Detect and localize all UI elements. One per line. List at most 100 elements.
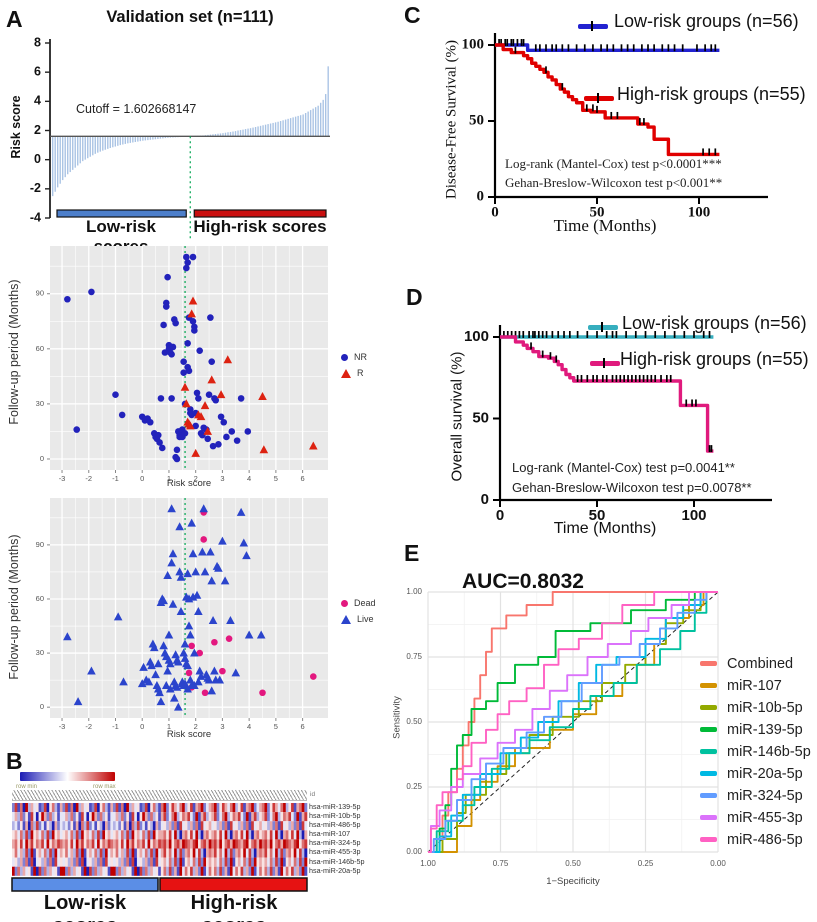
legend-dead-label: Dead	[354, 598, 376, 608]
scatter1-legend: NR R	[341, 352, 367, 384]
svg-text:0.50: 0.50	[565, 859, 581, 868]
roc-series-swatch-icon	[700, 837, 717, 842]
roc-series-swatch-icon	[700, 793, 717, 798]
svg-text:0: 0	[34, 152, 41, 166]
legend-live-label: Live	[357, 614, 374, 624]
roc-y-axis-title: Sensitivity	[391, 696, 403, 739]
svg-text:0: 0	[481, 491, 489, 508]
svg-text:-3: -3	[59, 722, 66, 731]
svg-text:1: 1	[167, 722, 171, 731]
km-dfs-y-axis-title: Disease-Free Survival (%)	[443, 39, 460, 200]
svg-text:50: 50	[469, 112, 484, 128]
svg-text:-3: -3	[59, 474, 66, 483]
roc-series-swatch-icon	[700, 683, 717, 688]
svg-text:100: 100	[462, 36, 485, 52]
heatmap-row-label: hsa-miR-324-5p	[309, 838, 361, 848]
km-dfs-high-legend: High-risk groups (n=55)	[617, 84, 806, 104]
svg-text:90: 90	[36, 540, 44, 549]
roc-legend-item: miR-20a-5p	[700, 765, 811, 782]
roc-auc-label: AUC=0.8032	[462, 570, 584, 593]
roc-legend: Combined miR-107 miR-10b-5p miR-139-5p miR-1…	[700, 656, 811, 848]
scatter2-y-axis-title: Follow-up period (Months)	[7, 534, 21, 680]
r-marker-icon	[341, 368, 351, 378]
roc-x-axis-title: 1−Specificity	[546, 876, 600, 887]
roc-legend-item: miR-10b-5p	[700, 699, 811, 716]
panel-b-label: B	[6, 748, 23, 774]
svg-text:60: 60	[36, 344, 44, 353]
svg-text:-1: -1	[112, 722, 119, 731]
roc-legend-item: miR-455-3p	[700, 809, 811, 826]
svg-text:50: 50	[589, 507, 606, 524]
km-dfs-x-axis-title: Time (Months)	[553, 216, 657, 235]
svg-text:0: 0	[491, 204, 499, 220]
svg-text:5: 5	[274, 474, 278, 483]
heatmap-id-label: id	[310, 791, 316, 798]
svg-text:-1: -1	[112, 474, 119, 483]
svg-text:0.00: 0.00	[710, 859, 726, 868]
heatmap-row-label: hsa-miR-486-5p	[309, 820, 361, 830]
waterfall-high-risk-label: High-risk scores	[193, 217, 327, 236]
km-os-y-axis-title: Overall survival (%)	[448, 351, 466, 482]
svg-text:-4: -4	[30, 210, 41, 224]
km-os-high-marker-icon	[590, 358, 620, 368]
svg-text:50: 50	[590, 204, 605, 220]
panel-a-label: A	[6, 6, 23, 32]
roc-series-label: miR-10b-5p	[727, 699, 803, 716]
roc-series-swatch-icon	[700, 705, 717, 710]
heatmap-sample-id-strip	[12, 790, 307, 801]
svg-text:1: 1	[167, 474, 171, 483]
roc-series-label: miR-455-3p	[727, 809, 803, 826]
heatmap-row-label: hsa-miR-10b-5p	[309, 811, 361, 821]
svg-text:0.75: 0.75	[406, 652, 422, 661]
km-os-x-axis-title: Time (Months)	[553, 520, 657, 537]
scatter1-x-axis-title: Risk score	[166, 478, 212, 489]
roc-series-label: miR-139-5p	[727, 721, 803, 738]
svg-text:4: 4	[34, 94, 41, 108]
roc-series-swatch-icon	[700, 661, 717, 666]
svg-text:4: 4	[247, 722, 251, 731]
roc-series-label: miR-486-5p	[727, 831, 803, 848]
svg-text:6: 6	[34, 64, 41, 78]
roc-series-swatch-icon	[700, 815, 717, 820]
km-os-chart: 0 50 100 0 50 100	[464, 325, 772, 524]
svg-text:8: 8	[34, 35, 41, 49]
km-os-low-legend: Low-risk groups (n=56)	[622, 313, 807, 333]
roc-series-label: miR-324-5p	[727, 787, 803, 804]
waterfall-chart: 8 6 4 2 0 -2 -4	[30, 35, 330, 239]
roc-chart: 1.00 1.00 0.75 0.75 0.50 0.50 0.25 0.25 0.00 0.00	[406, 587, 726, 868]
svg-text:6: 6	[301, 474, 305, 483]
live-marker-icon	[341, 614, 351, 624]
panel-e-label: E	[404, 540, 420, 566]
svg-text:1.00: 1.00	[420, 859, 436, 868]
svg-text:60: 60	[36, 594, 44, 603]
km-dfs-low-legend: Low-risk groups (n=56)	[614, 11, 799, 31]
svg-text:6: 6	[301, 722, 305, 731]
roc-series-label: miR-146b-5p	[727, 743, 811, 760]
roc-series-swatch-icon	[700, 727, 717, 732]
heatmap-row-label: hsa-miR-455-3p	[309, 847, 361, 857]
roc-legend-item: miR-139-5p	[700, 721, 811, 738]
km-dfs-stat-wilcoxon: Gehan-Breslow-Wilcoxon test p<0.001**	[505, 175, 723, 190]
heatmap-chart	[11, 772, 308, 892]
km-dfs-low-marker-icon	[578, 21, 608, 31]
svg-text:0.00: 0.00	[406, 847, 422, 856]
heatmap-scale-max-label: row max	[93, 784, 116, 790]
svg-text:90: 90	[36, 289, 44, 298]
svg-text:0.25: 0.25	[638, 859, 654, 868]
heatmap-row-label: hsa-miR-20a-5p	[309, 865, 361, 875]
svg-text:100: 100	[688, 204, 711, 220]
roc-series-label: miR-20a-5p	[727, 765, 803, 782]
svg-text:30: 30	[36, 648, 44, 657]
dead-marker-icon	[341, 599, 348, 607]
scatter2-x-axis-title: Risk score	[166, 729, 212, 740]
svg-text:2: 2	[194, 722, 198, 731]
waterfall-cutoff-label: Cutoff = 1.602668147	[76, 102, 197, 116]
svg-text:5: 5	[274, 722, 278, 731]
heatmap-low-risk-label: Low-risk scores	[43, 892, 127, 922]
svg-text:30: 30	[36, 399, 44, 408]
roc-legend-item: miR-486-5p	[700, 831, 811, 848]
svg-text:50: 50	[472, 409, 489, 426]
km-dfs-high-marker-icon	[584, 93, 614, 103]
